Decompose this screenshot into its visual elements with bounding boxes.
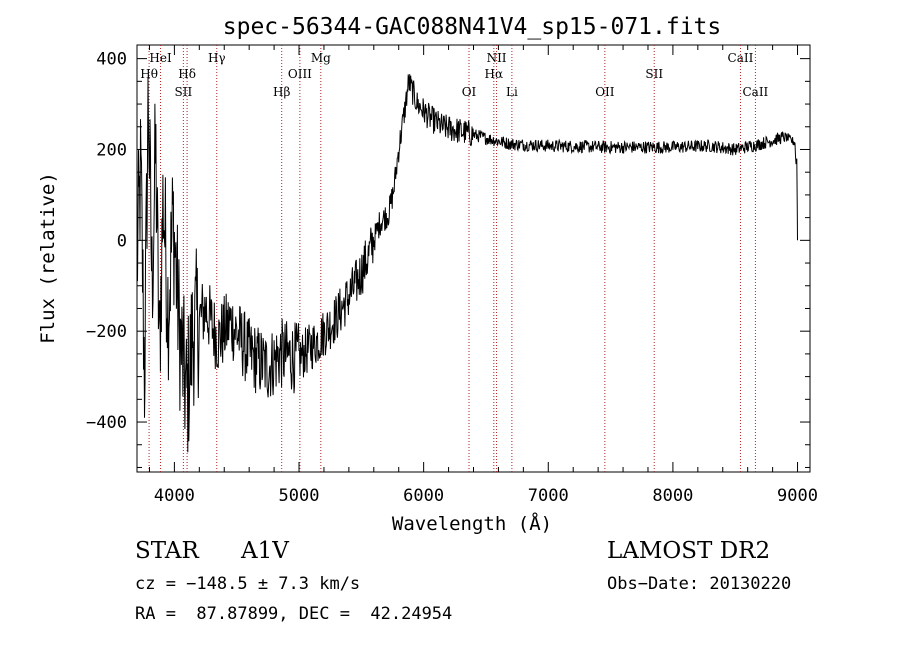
line-marker-label: HeI	[149, 51, 172, 65]
plot-frame	[136, 44, 811, 473]
observation-date: Obs−Date: 20130220	[607, 574, 792, 594]
spectrum-line	[136, 74, 798, 453]
x-tick-label: 6000	[403, 486, 444, 506]
line-marker-label: NII	[487, 51, 507, 65]
line-marker-label: SII	[645, 67, 663, 81]
line-marker-label: OI	[462, 85, 477, 99]
x-tick-label: 9000	[777, 486, 818, 506]
x-axis-label: Wavelength (Å)	[392, 512, 552, 535]
y-tick-label: 400	[96, 50, 127, 70]
emission-line-markers	[148, 45, 756, 472]
line-marker-label: Hβ	[273, 85, 290, 99]
y-tick-label: 200	[96, 140, 127, 160]
line-marker-label: CaII	[742, 85, 768, 99]
y-tick-label: 0	[117, 231, 127, 251]
line-marker-label: Hγ	[208, 51, 226, 65]
line-marker-label: Mg	[311, 51, 331, 65]
line-marker-label: SII	[175, 85, 193, 99]
object-subclass: A1V	[241, 538, 289, 564]
line-marker-label: OIII	[288, 67, 312, 81]
y-tick-label: −200	[86, 322, 127, 342]
y-tick-label: −400	[86, 413, 127, 433]
x-tick-label: 5000	[279, 486, 320, 506]
line-marker-label: CaII	[728, 51, 754, 65]
x-tick-label: 4000	[154, 486, 195, 506]
y-axis-ticks: −400 −200 0 200 400	[86, 50, 810, 468]
chart-title: spec-56344-GAC088N41V4_sp15-071.fits	[223, 14, 722, 40]
x-axis-ticks: 4000 5000 6000 7000 8000 9000	[148, 45, 818, 506]
object-class: STAR	[135, 538, 199, 564]
line-marker-label: Hα	[485, 67, 504, 81]
redshift-cz: cz = −148.5 ± 7.3 km/s	[135, 574, 361, 594]
spectrum-series	[136, 74, 798, 453]
line-marker-label: Hδ	[178, 67, 196, 81]
survey-name: LAMOST DR2	[607, 538, 771, 564]
ra-dec-coordinates: RA = 87.87899, DEC = 42.24954	[135, 604, 453, 624]
x-tick-label: 8000	[652, 486, 693, 506]
line-marker-label: Hθ	[140, 67, 158, 81]
x-tick-label: 7000	[528, 486, 569, 506]
line-marker-label: Li	[506, 85, 518, 99]
y-axis-label: Flux (relative)	[37, 172, 59, 344]
line-marker-label: OII	[595, 85, 615, 99]
